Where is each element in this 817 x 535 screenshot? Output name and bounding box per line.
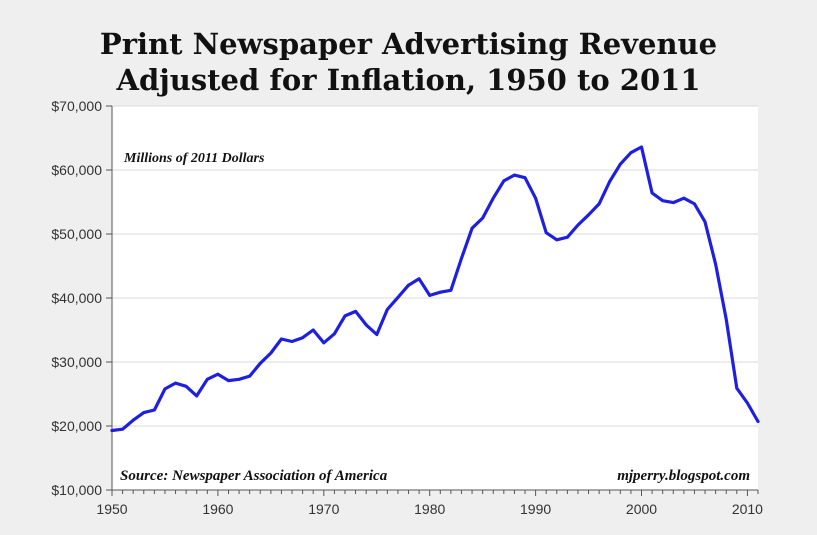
data-point [587,213,590,217]
data-point [227,379,230,382]
data-point [661,199,665,203]
tick-marks [106,105,759,496]
data-point [640,145,643,149]
data-point [396,296,400,299]
data-point [746,401,749,405]
x-tick-label: 2000 [626,501,657,517]
data-point [364,323,368,327]
x-tick-label: 1970 [308,501,339,517]
data-point [153,408,156,412]
y-tick-label: $20,000 [51,418,102,434]
chart-title: Print Newspaper Advertising Revenue [99,27,718,61]
x-tick-label: 1960 [202,501,233,517]
data-point [301,336,304,340]
data-point [184,384,188,388]
gridlines [112,105,758,427]
x-tick-label: 1950 [96,501,127,517]
source-note: Source: Newspaper Association of America [120,468,388,484]
data-point [555,238,559,242]
tick-labels: $10,000 $20,000 $30,000 $40,000 $50,000 $60,0… [51,98,763,517]
credit-note: mjperry.blogspot.com [617,468,750,484]
data-point [756,420,760,423]
data-point [216,372,220,376]
y-tick-label: $10,000 [51,482,102,498]
data-point [534,196,537,200]
data-point [343,314,347,318]
y-tick-label: $30,000 [51,354,102,370]
data-point [428,294,432,297]
data-point [121,427,124,431]
data-point [513,173,516,177]
data-point [142,411,146,414]
data-point [417,277,421,281]
data-point [311,328,315,332]
data-point [597,202,601,206]
units-note: Millions of 2011 Dollars [123,151,265,166]
data-point [576,223,580,227]
data-point [714,262,717,266]
chart-subtitle: Adjusted for Inflation, 1950 to 2011 [116,63,701,97]
data-point [269,351,273,355]
data-point [502,179,506,183]
data-point [481,216,485,220]
data-point [375,333,379,336]
data-point [470,226,474,230]
data-point [608,180,612,183]
series-line-ad-revenue [110,145,760,433]
y-tick-label: $40,000 [51,290,102,306]
data-point [407,283,410,287]
data-point [290,340,294,343]
data-point [618,162,622,166]
data-point [322,341,326,345]
data-point [629,151,633,155]
data-point [650,191,654,195]
data-point [491,196,495,200]
x-tick-label: 1990 [520,501,551,517]
y-tick-label: $50,000 [51,226,102,242]
data-point [248,374,252,378]
data-point [460,256,463,260]
data-point [258,361,262,365]
data-point [195,394,199,398]
data-point [354,310,357,313]
x-tick-label: 2010 [732,501,763,517]
data-point [205,377,209,381]
data-points [110,145,760,432]
data-point [693,202,696,206]
data-point [110,429,114,432]
data-point [523,176,527,180]
data-point [438,290,442,294]
data-point [566,235,569,239]
y-tick-label: $60,000 [51,162,102,178]
data-point [163,387,167,391]
data-point [174,381,177,385]
data-point [280,337,283,341]
data-point [385,308,389,311]
data-point [671,201,675,205]
data-point [333,332,336,336]
data-point [544,231,548,235]
x-tick-label: 1980 [414,501,445,517]
data-point [682,196,686,200]
data-point [131,418,135,422]
data-point [237,377,241,381]
y-tick-label: $70,000 [51,98,102,114]
data-point [724,317,728,321]
data-point [735,386,739,390]
data-point [449,288,453,292]
data-point [703,220,707,224]
